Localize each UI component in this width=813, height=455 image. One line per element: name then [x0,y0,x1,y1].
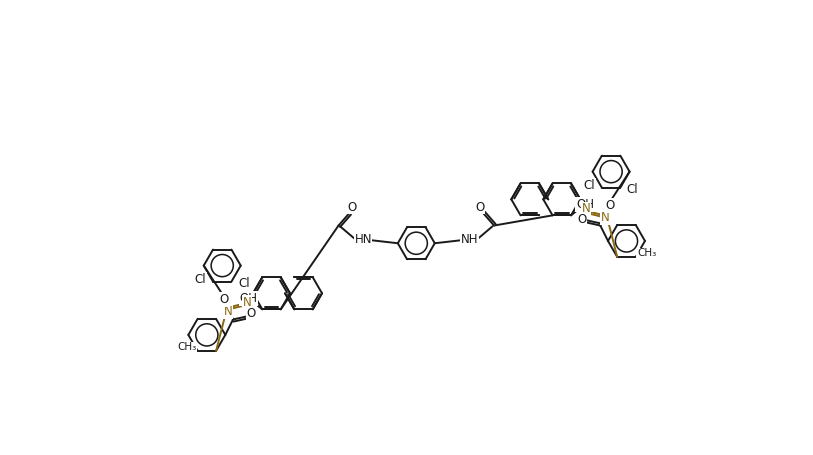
Text: O: O [476,201,485,213]
Text: OH: OH [576,198,594,211]
Text: NH: NH [461,233,478,246]
Text: O: O [577,213,586,226]
Text: Cl: Cl [627,183,638,197]
Text: CH₃: CH₃ [177,342,197,352]
Text: Cl: Cl [584,179,595,192]
Text: O: O [247,307,256,320]
Text: Cl: Cl [195,273,207,286]
Text: N: N [242,296,251,309]
Text: O: O [220,293,228,306]
Text: CH₃: CH₃ [637,248,656,258]
Text: O: O [605,199,614,212]
Text: OH: OH [239,292,258,305]
Text: Cl: Cl [238,278,250,290]
Text: HN: HN [354,233,372,246]
Text: N: N [582,202,591,215]
Text: N: N [224,305,233,318]
Text: N: N [601,211,609,224]
Text: O: O [348,201,357,213]
